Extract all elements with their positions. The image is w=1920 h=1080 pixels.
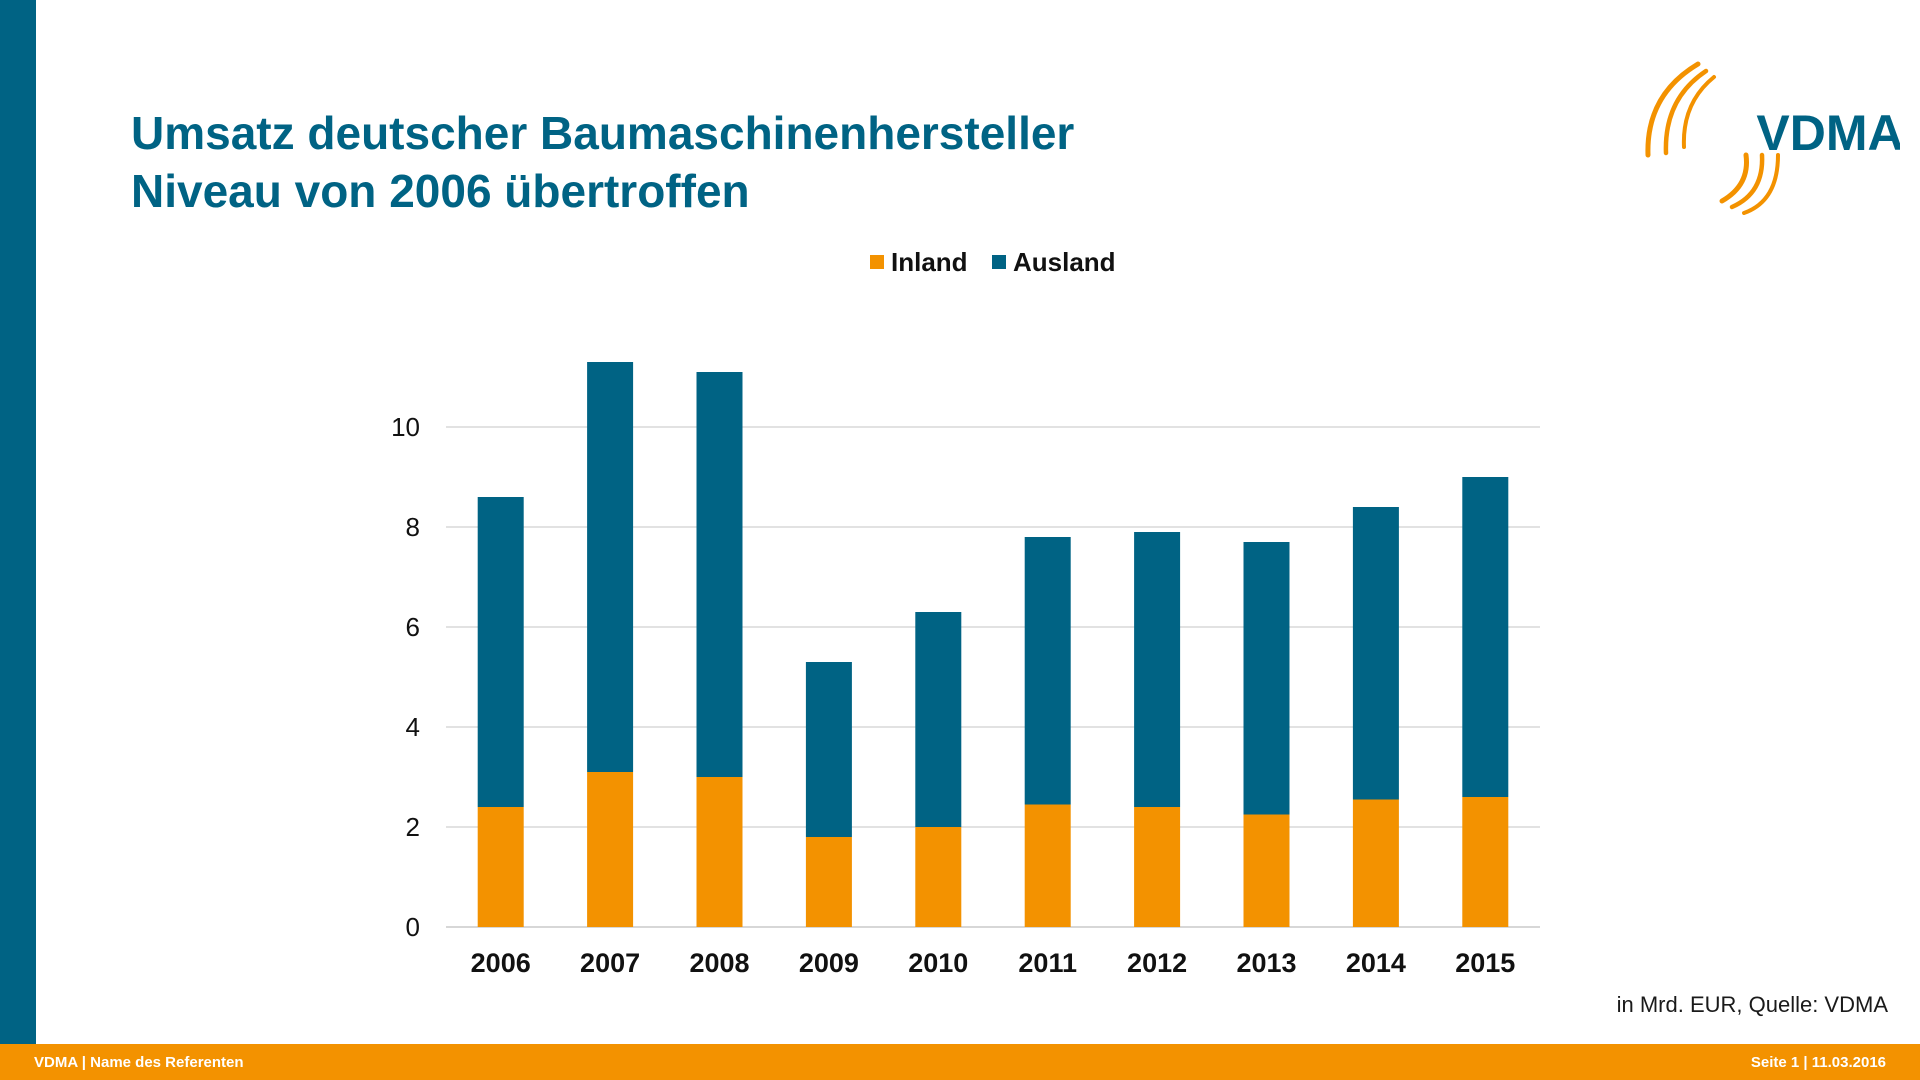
chart-source-note: in Mrd. EUR, Quelle: VDMA [1616,992,1888,1017]
y-tick-label: 4 [406,712,420,742]
x-tick-label: 2009 [799,948,859,978]
slide-title-line-2: Niveau von 2006 übertroffen [131,165,750,217]
legend-swatch-inland [870,255,884,269]
vdma-logo: VDMA [1645,61,1900,215]
bar-inland-2009 [805,837,852,927]
bar-ausland-2009 [805,662,852,837]
x-tick-label: 2006 [471,948,531,978]
bar-ausland-2011 [1024,537,1071,805]
x-tick-label: 2015 [1455,948,1515,978]
x-tick-label: 2010 [908,948,968,978]
bar-ausland-2007 [587,362,634,772]
bar-inland-2012 [1134,807,1181,927]
footer-bar: VDMA | Name des Referenten Seite 1 | 11.… [0,1044,1920,1080]
bar-ausland-2006 [477,497,524,807]
y-tick-label: 10 [391,412,420,442]
legend-label-inland: Inland [891,247,968,277]
logo-text: VDMA [1756,105,1900,161]
bar-ausland-2015 [1462,477,1509,797]
x-tick-label: 2008 [689,948,749,978]
bar-ausland-2014 [1352,507,1399,800]
bar-inland-2014 [1352,799,1399,927]
chart-legend: Inland Ausland [870,247,1116,277]
y-tick-label: 0 [406,912,420,942]
x-tick-label: 2011 [1018,948,1077,978]
bar-inland-2007 [587,772,634,927]
slide-title-line-1: Umsatz deutscher Baumaschinenhersteller [131,107,1075,159]
x-tick-label: 2012 [1127,948,1187,978]
logo-arcs-icon [1645,61,1780,215]
bar-inland-2013 [1243,814,1290,927]
x-tick-label: 2013 [1236,948,1296,978]
chart-y-axis: 0 2 4 6 8 10 [391,412,420,942]
bar-ausland-2013 [1243,542,1290,815]
bar-inland-2010 [915,827,962,927]
footer-presenter: VDMA | Name des Referenten [34,1054,244,1071]
x-tick-label: 2007 [580,948,640,978]
bar-inland-2008 [696,777,743,927]
bar-inland-2011 [1024,804,1071,927]
bar-ausland-2012 [1134,532,1181,807]
bar-inland-2006 [477,807,524,927]
left-accent-bar [0,0,36,1044]
chart-x-axis: 2006 2007 2008 2009 2010 2011 2012 2013 2014 2015 [471,948,1516,978]
slide-title: Umsatz deutscher Baumaschinenhersteller … [131,104,1074,220]
bar-ausland-2008 [696,372,743,777]
y-tick-label: 2 [406,812,420,842]
y-tick-label: 6 [406,612,420,642]
x-tick-label: 2014 [1346,948,1406,978]
bar-inland-2015 [1462,797,1509,927]
chart-bars [477,362,1509,927]
footer-page-date: Seite 1 | 11.03.2016 [1750,1054,1886,1071]
legend-swatch-ausland [992,255,1006,269]
legend-label-ausland: Ausland [1013,247,1116,277]
y-tick-label: 8 [406,512,420,542]
bar-ausland-2010 [915,612,962,827]
